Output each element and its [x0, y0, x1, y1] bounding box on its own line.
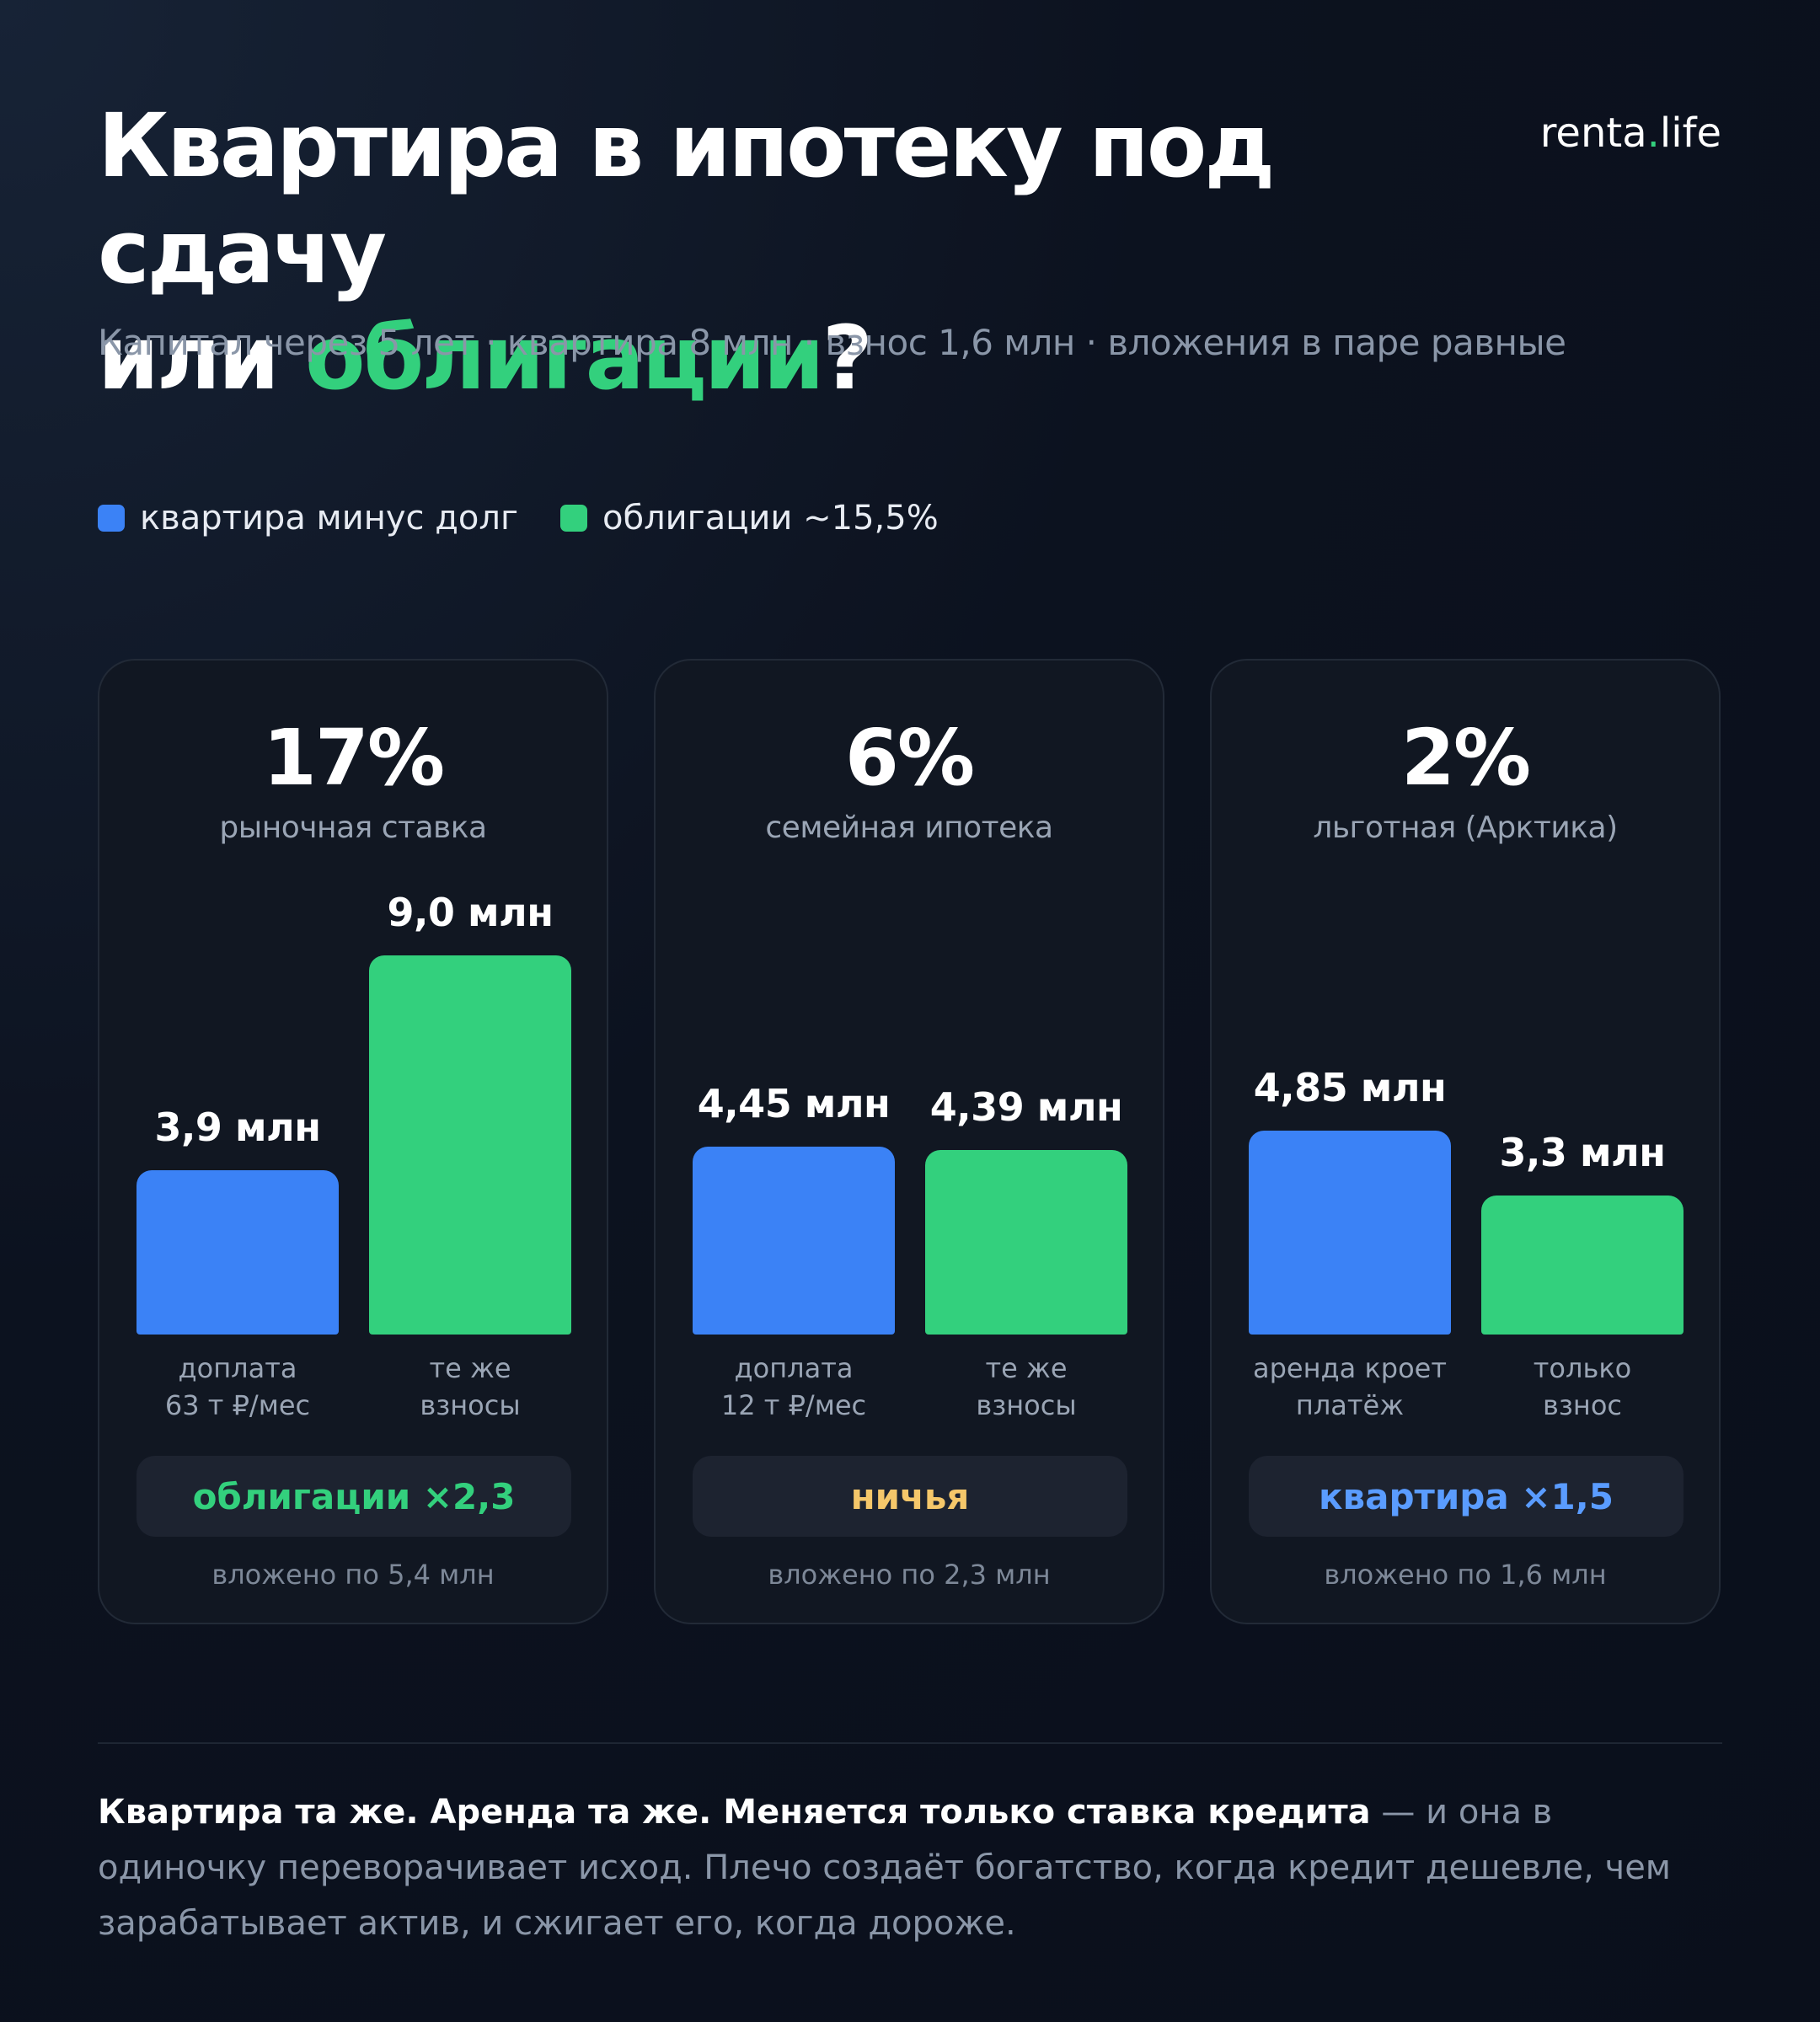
- footer-text: Квартира та же. Аренда та же. Меняется т…: [98, 1784, 1724, 1951]
- bar-value-label-bonds: 4,39 млн: [929, 1084, 1123, 1130]
- page-title: Квартира в ипотеку под сдачу или облигац…: [98, 93, 1530, 411]
- bar-value-label-apartment: 4,45 млн: [697, 1081, 891, 1126]
- bar-caption-line-1: те же: [985, 1352, 1068, 1384]
- chart-panel-3: 2% льготная (Арктика) 4,85 млн аренда кроет…: [1210, 659, 1721, 1624]
- divider: [98, 1742, 1722, 1744]
- panel-rate: 6%: [844, 713, 975, 803]
- bar-caption-bonds: только взнос: [1464, 1350, 1700, 1424]
- bar-apartment: [136, 1170, 339, 1335]
- brand-dot: .: [1646, 110, 1660, 157]
- panel-rate-label: семейная ипотека: [765, 810, 1053, 845]
- title-line-1: Квартира в ипотеку под сдачу: [98, 94, 1275, 303]
- footer-strong: Квартира та же. Аренда та же. Меняется т…: [98, 1793, 1371, 1832]
- legend-item-bonds: облигации ~15,5%: [559, 499, 939, 538]
- chart-panel-2: 6% семейная ипотека 4,45 млн доплата 12 т ₽/…: [654, 659, 1164, 1624]
- bar-value-label-bonds: 9,0 млн: [387, 890, 554, 935]
- brand-tld: life: [1659, 110, 1721, 157]
- bar-caption-line-2: взносы: [976, 1389, 1077, 1421]
- subtitle: Капитал через 5 лет · квартира 8 млн · в…: [98, 322, 1566, 363]
- bar-caption-apartment: доплата 63 т ₽/мес: [120, 1350, 356, 1424]
- chart-panel-1: 17% рыночная ставка 3,9 млн доплата 63 т ₽/м…: [98, 659, 608, 1624]
- legend-label-apartment: квартира минус долг: [140, 499, 518, 538]
- brand-logo: renta.life: [1540, 110, 1721, 157]
- legend-swatch-bonds: [559, 505, 587, 532]
- bar-caption-line-2: взносы: [420, 1389, 521, 1421]
- title-suffix: ?: [822, 307, 873, 409]
- bar-bonds: [369, 955, 571, 1335]
- legend-label-bonds: облигации ~15,5%: [602, 499, 939, 538]
- panel-rate-label: льготная (Арктика): [1313, 810, 1618, 845]
- panel-verdict-badge: облигации ×2,3: [136, 1456, 571, 1537]
- bar-caption-line-1: доплата: [734, 1352, 854, 1384]
- bar-bonds: [925, 1150, 1127, 1335]
- bar-value-label-apartment: 4,85 млн: [1253, 1065, 1447, 1110]
- panel-rate: 2%: [1400, 713, 1531, 803]
- bar-value-label-apartment: 3,9 млн: [154, 1105, 321, 1150]
- panel-invested-note: вложено по 2,3 млн: [768, 1559, 1051, 1591]
- bar-caption-bonds: те же взносы: [908, 1350, 1144, 1424]
- legend-swatch-apartment: [98, 505, 125, 532]
- legend: квартира минус долг облигации ~15,5%: [98, 499, 939, 538]
- panel-verdict-badge: квартира ×1,5: [1249, 1456, 1684, 1537]
- panel-rate-label: рыночная ставка: [219, 810, 487, 845]
- panel-rate: 17%: [262, 713, 445, 803]
- bar-caption-apartment: доплата 12 т ₽/мес: [676, 1350, 912, 1424]
- bar-caption-line-2: платёж: [1295, 1389, 1405, 1421]
- footer-rest: — и она в одиночку переворачивает исход.…: [98, 1793, 1671, 1943]
- title-prefix: или: [98, 307, 306, 409]
- panel-invested-note: вложено по 5,4 млн: [211, 1559, 495, 1591]
- title-accent: облигации: [305, 307, 824, 409]
- bar-caption-line-1: доплата: [178, 1352, 297, 1384]
- bar-caption-line-1: аренда кроет: [1253, 1352, 1447, 1384]
- brand-name: renta: [1539, 110, 1647, 157]
- bar-value-label-bonds: 3,3 млн: [1499, 1130, 1666, 1175]
- bar-caption-line-1: только: [1533, 1352, 1632, 1384]
- bar-caption-line-2: 63 т ₽/мес: [164, 1389, 311, 1421]
- bar-apartment: [1249, 1131, 1451, 1335]
- bar-caption-bonds: те же взносы: [352, 1350, 588, 1424]
- bar-apartment: [693, 1147, 895, 1335]
- bar-caption-line-1: те же: [429, 1352, 511, 1384]
- bar-caption-line-2: взнос: [1543, 1389, 1622, 1421]
- bar-caption-line-2: 12 т ₽/мес: [720, 1389, 867, 1421]
- bar-caption-apartment: аренда кроет платёж: [1232, 1350, 1468, 1424]
- panel-invested-note: вложено по 1,6 млн: [1324, 1559, 1607, 1591]
- legend-item-apartment: квартира минус долг: [98, 499, 518, 538]
- title-line-2: или облигации?: [98, 305, 1530, 411]
- panel-verdict-badge: ничья: [693, 1456, 1127, 1537]
- bar-bonds: [1481, 1196, 1684, 1335]
